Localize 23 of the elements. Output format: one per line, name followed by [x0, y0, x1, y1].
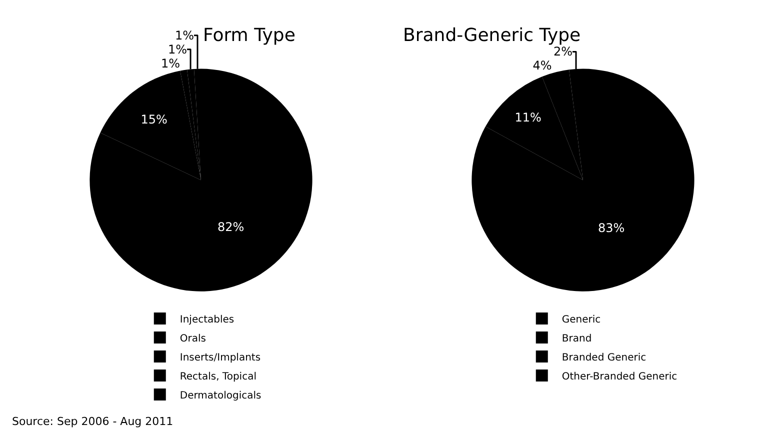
- pie-slice: [472, 68, 694, 292]
- legend-label: Orals: [180, 333, 206, 344]
- legend-label: Injectables: [180, 314, 234, 326]
- data-label: 2%: [553, 44, 573, 59]
- data-label: 83%: [598, 221, 625, 235]
- data-label: 4%: [532, 58, 552, 73]
- data-label: 15%: [140, 112, 168, 127]
- data-label: 11%: [514, 110, 542, 125]
- pie-slice: [90, 68, 312, 292]
- chart-title: Form Type: [203, 25, 296, 46]
- legend-label: Brand: [562, 333, 592, 344]
- data-label: 82%: [217, 220, 244, 234]
- source-note: Source: Sep 2006 - Aug 2011: [12, 415, 174, 428]
- legend-label: Branded Generic: [562, 352, 646, 364]
- chart-title: Brand-Generic Type: [403, 25, 581, 46]
- data-label: 1%: [161, 56, 180, 70]
- data-label: 1%: [174, 28, 194, 42]
- legend-label: Dermatologicals: [180, 390, 262, 402]
- legend-label: Generic: [562, 314, 601, 326]
- legend-label: Rectals, Topical: [180, 371, 256, 382]
- legend-label: Inserts/Implants: [180, 352, 261, 364]
- legend-label: Other-Branded Generic: [562, 371, 678, 382]
- data-label: 1%: [168, 42, 188, 56]
